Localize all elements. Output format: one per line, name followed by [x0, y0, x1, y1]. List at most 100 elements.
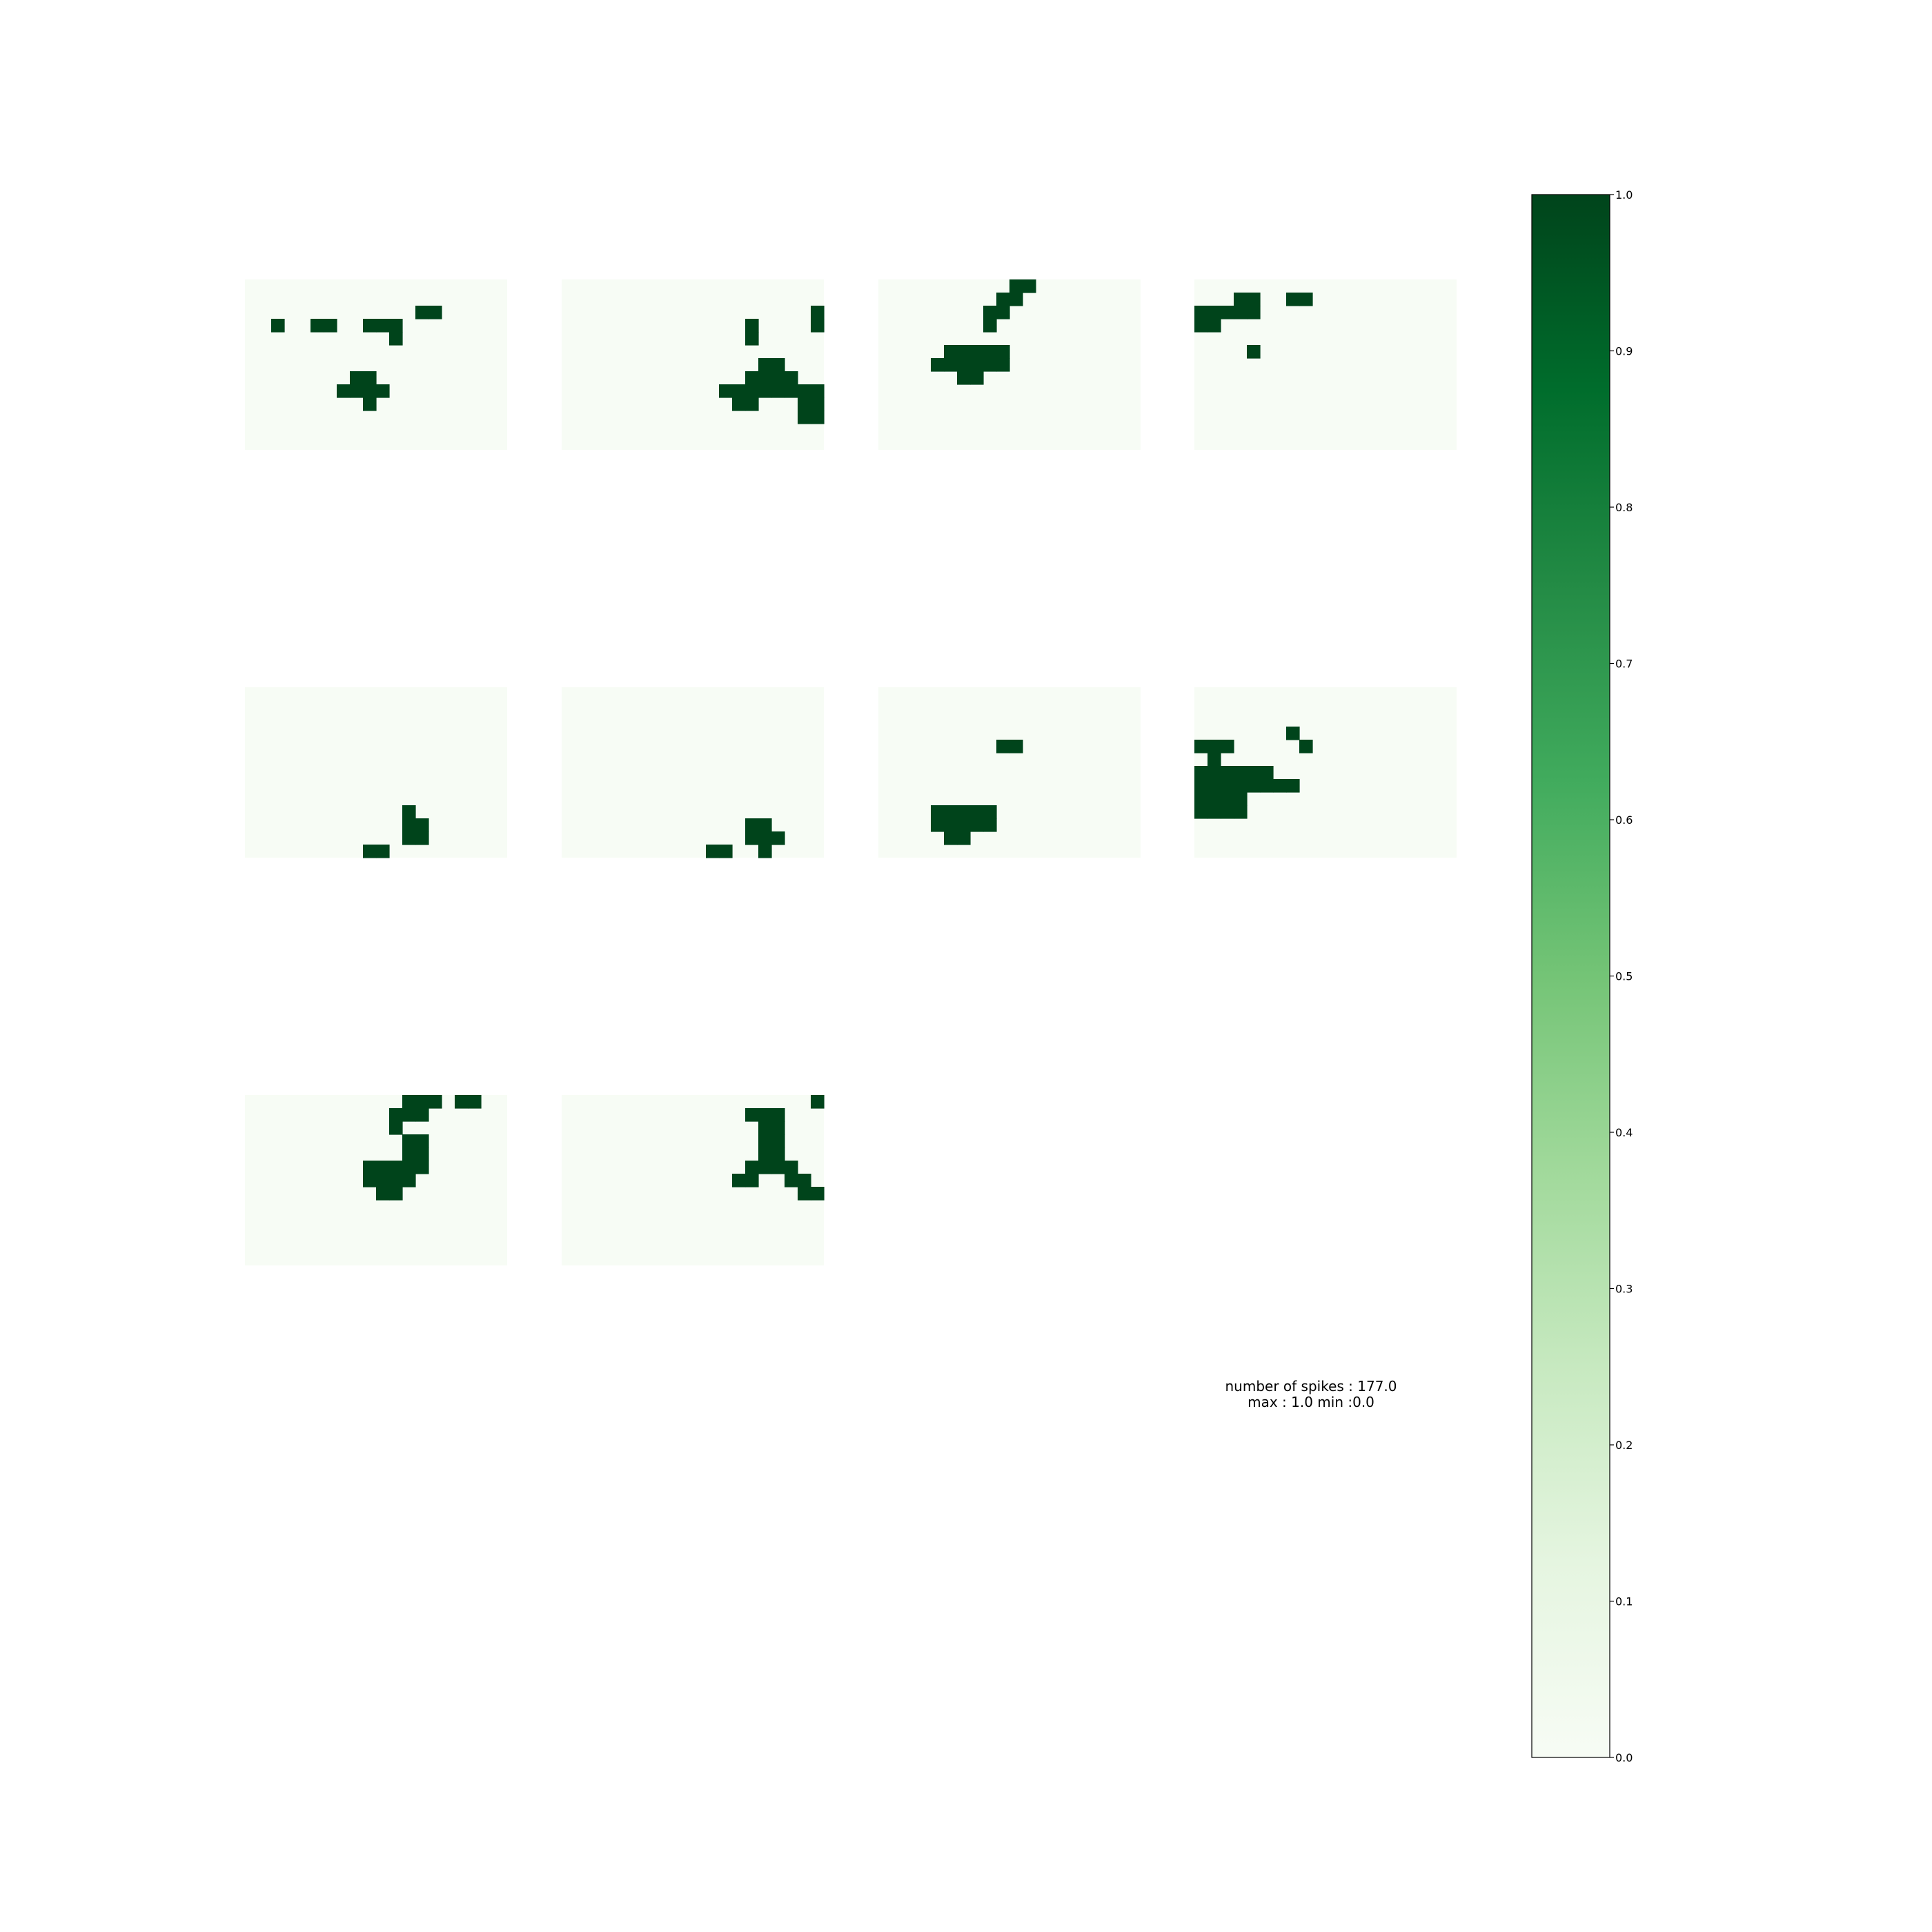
spike-cell	[1194, 766, 1208, 780]
spike-cell	[402, 1174, 416, 1187]
colorbar: 0.0 0.1 0.2 0.3 0.4 0.5 0.6 0.7 0.8 0.9 1.0	[1531, 188, 1633, 1764]
spike-cell	[957, 371, 971, 385]
spike-cell	[1208, 740, 1221, 753]
spike-cell	[785, 1161, 798, 1174]
colorbar-tick-label: 0.4	[1615, 1126, 1633, 1139]
spike-cell	[745, 818, 759, 832]
spike-cell	[732, 397, 746, 411]
spike-cell	[415, 1161, 429, 1174]
spike-cell	[771, 358, 785, 372]
spike-cell	[771, 1161, 785, 1174]
spike-cell	[996, 740, 1010, 753]
spike-cell	[271, 319, 285, 333]
spike-cell	[389, 1187, 403, 1201]
spike-cell	[402, 818, 416, 832]
spike-cell	[1009, 293, 1023, 306]
spike-cell	[970, 358, 984, 372]
spike-cell	[771, 1108, 785, 1122]
spike-cell	[944, 805, 958, 819]
heatmap-panel-5	[245, 687, 507, 858]
spike-cell	[811, 1095, 825, 1109]
spike-cell	[931, 818, 945, 832]
spike-cell	[745, 831, 759, 845]
spike-cell	[363, 1161, 377, 1174]
spike-cell	[1194, 779, 1208, 793]
spike-cell	[931, 358, 945, 372]
spike-cell	[1194, 319, 1208, 333]
colorbar-tick-label: 0.3	[1615, 1283, 1633, 1296]
spike-cell	[811, 319, 825, 333]
spike-cell	[1234, 293, 1248, 306]
spike-cell	[758, 818, 772, 832]
spike-cell	[745, 397, 759, 411]
spike-cell	[944, 831, 958, 845]
colorbar-tick-label: 0.9	[1615, 345, 1633, 358]
spike-cell	[324, 319, 337, 333]
spike-cell	[350, 371, 364, 385]
spike-cell	[798, 411, 811, 424]
spike-cell	[996, 306, 1010, 319]
spike-cell	[745, 384, 759, 398]
spike-cell	[811, 411, 825, 424]
heatmap-panel-1	[245, 279, 507, 450]
spike-cell	[1208, 779, 1221, 793]
spike-cell	[389, 1121, 403, 1135]
spike-cell	[415, 1147, 429, 1161]
spike-cell	[402, 805, 416, 819]
spike-cell	[758, 1161, 772, 1174]
spike-cell	[1221, 766, 1234, 780]
spike-cell	[745, 1108, 759, 1122]
spike-cell	[957, 805, 971, 819]
heatmap-panel-background	[245, 687, 507, 858]
spike-cell	[1234, 792, 1248, 806]
spike-cell	[1009, 279, 1023, 293]
spike-cell	[719, 384, 733, 398]
spike-cell	[771, 1134, 785, 1148]
colorbar-tick-label: 0.7	[1615, 658, 1633, 671]
spike-cell	[402, 1095, 416, 1109]
spike-cell	[1208, 805, 1221, 819]
spike-cell	[957, 358, 971, 372]
spike-cell	[1247, 293, 1261, 306]
spike-cell	[415, 1134, 429, 1148]
spike-cell	[389, 1108, 403, 1122]
spike-cell	[389, 1174, 403, 1187]
spike-cell	[389, 332, 403, 346]
spike-cell	[363, 845, 377, 858]
spike-cell	[1286, 779, 1300, 793]
spike-cell	[957, 345, 971, 359]
spike-cell	[1273, 779, 1287, 793]
spike-cell	[1247, 306, 1261, 319]
spike-cell	[1194, 792, 1208, 806]
spike-cell	[983, 805, 997, 819]
spike-cell	[771, 1147, 785, 1161]
spike-cell	[771, 831, 785, 845]
spike-cell	[798, 384, 811, 398]
colorbar-tick-label: 0.2	[1615, 1439, 1633, 1452]
spike-cell	[996, 345, 1010, 359]
spike-count-label: number of spikes : 177.0	[1225, 1378, 1397, 1394]
spike-cell	[957, 831, 971, 845]
spike-cell	[468, 1095, 482, 1109]
spike-cell	[1234, 779, 1248, 793]
spike-cell	[1260, 779, 1274, 793]
spike-cell	[1221, 306, 1234, 319]
spike-cell	[798, 397, 811, 411]
spike-cell	[970, 818, 984, 832]
spike-cell	[944, 818, 958, 832]
spike-cell	[1023, 279, 1036, 293]
spike-cell	[337, 384, 351, 398]
spike-cell	[415, 306, 429, 319]
spike-cell	[771, 384, 785, 398]
spike-cell	[1247, 766, 1261, 780]
spike-cell	[957, 818, 971, 832]
spike-summary: number of spikes : 177.0 max : 1.0 min :…	[1173, 1379, 1449, 1410]
spike-cell	[758, 845, 772, 858]
spike-cell	[376, 1187, 390, 1201]
spike-cell	[363, 319, 377, 333]
spike-cell	[944, 345, 958, 359]
spike-cell	[402, 1147, 416, 1161]
heatmap-panel-7	[878, 687, 1141, 858]
heatmap-panel-3	[878, 279, 1141, 450]
spike-cell	[1247, 345, 1261, 359]
